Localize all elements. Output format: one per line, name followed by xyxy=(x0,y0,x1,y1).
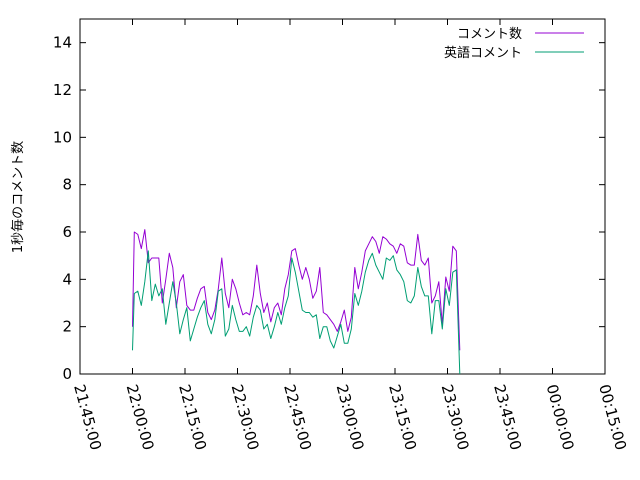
legend-label-0: コメント数 xyxy=(457,27,522,42)
x-tick-label: 22:45:00 xyxy=(280,382,315,452)
x-tick-label: 23:15:00 xyxy=(385,382,420,452)
y-tick-label: 6 xyxy=(62,223,72,241)
y-tick-label: 14 xyxy=(53,34,72,52)
x-tick-label: 00:00:00 xyxy=(543,382,578,452)
x-tick-label: 23:00:00 xyxy=(333,382,368,452)
y-tick-label: 10 xyxy=(53,128,72,146)
legend-label-1: 英語コメント xyxy=(444,45,522,61)
x-tick-label: 22:30:00 xyxy=(228,382,263,452)
y-tick-label: 2 xyxy=(62,318,72,336)
y-tick-label: 0 xyxy=(62,365,72,383)
x-tick-label: 23:30:00 xyxy=(438,382,473,452)
x-tick-label: 00:15:00 xyxy=(595,382,630,452)
y-tick-label: 12 xyxy=(53,81,72,99)
y-tick-label: 4 xyxy=(62,270,72,288)
x-axis: 21:45:00 22:00:00 22:15:00 22:30:00 22:45:00… xyxy=(70,19,630,452)
series-line-1 xyxy=(132,250,461,375)
plot-frame xyxy=(79,18,606,375)
x-tick-label: 21:45:00 xyxy=(70,382,105,452)
y-axis: 0 2 4 6 8 10 12 14 xyxy=(53,34,605,383)
x-tick-label: 23:45:00 xyxy=(490,382,525,452)
series-line-0 xyxy=(132,229,461,351)
x-tick-label: 22:15:00 xyxy=(175,382,210,452)
y-axis-label: 1秒毎のコメント数 xyxy=(10,141,26,253)
y-tick-label: 8 xyxy=(62,176,72,194)
series-layer xyxy=(132,229,461,375)
x-tick-label: 22:00:00 xyxy=(123,382,158,452)
